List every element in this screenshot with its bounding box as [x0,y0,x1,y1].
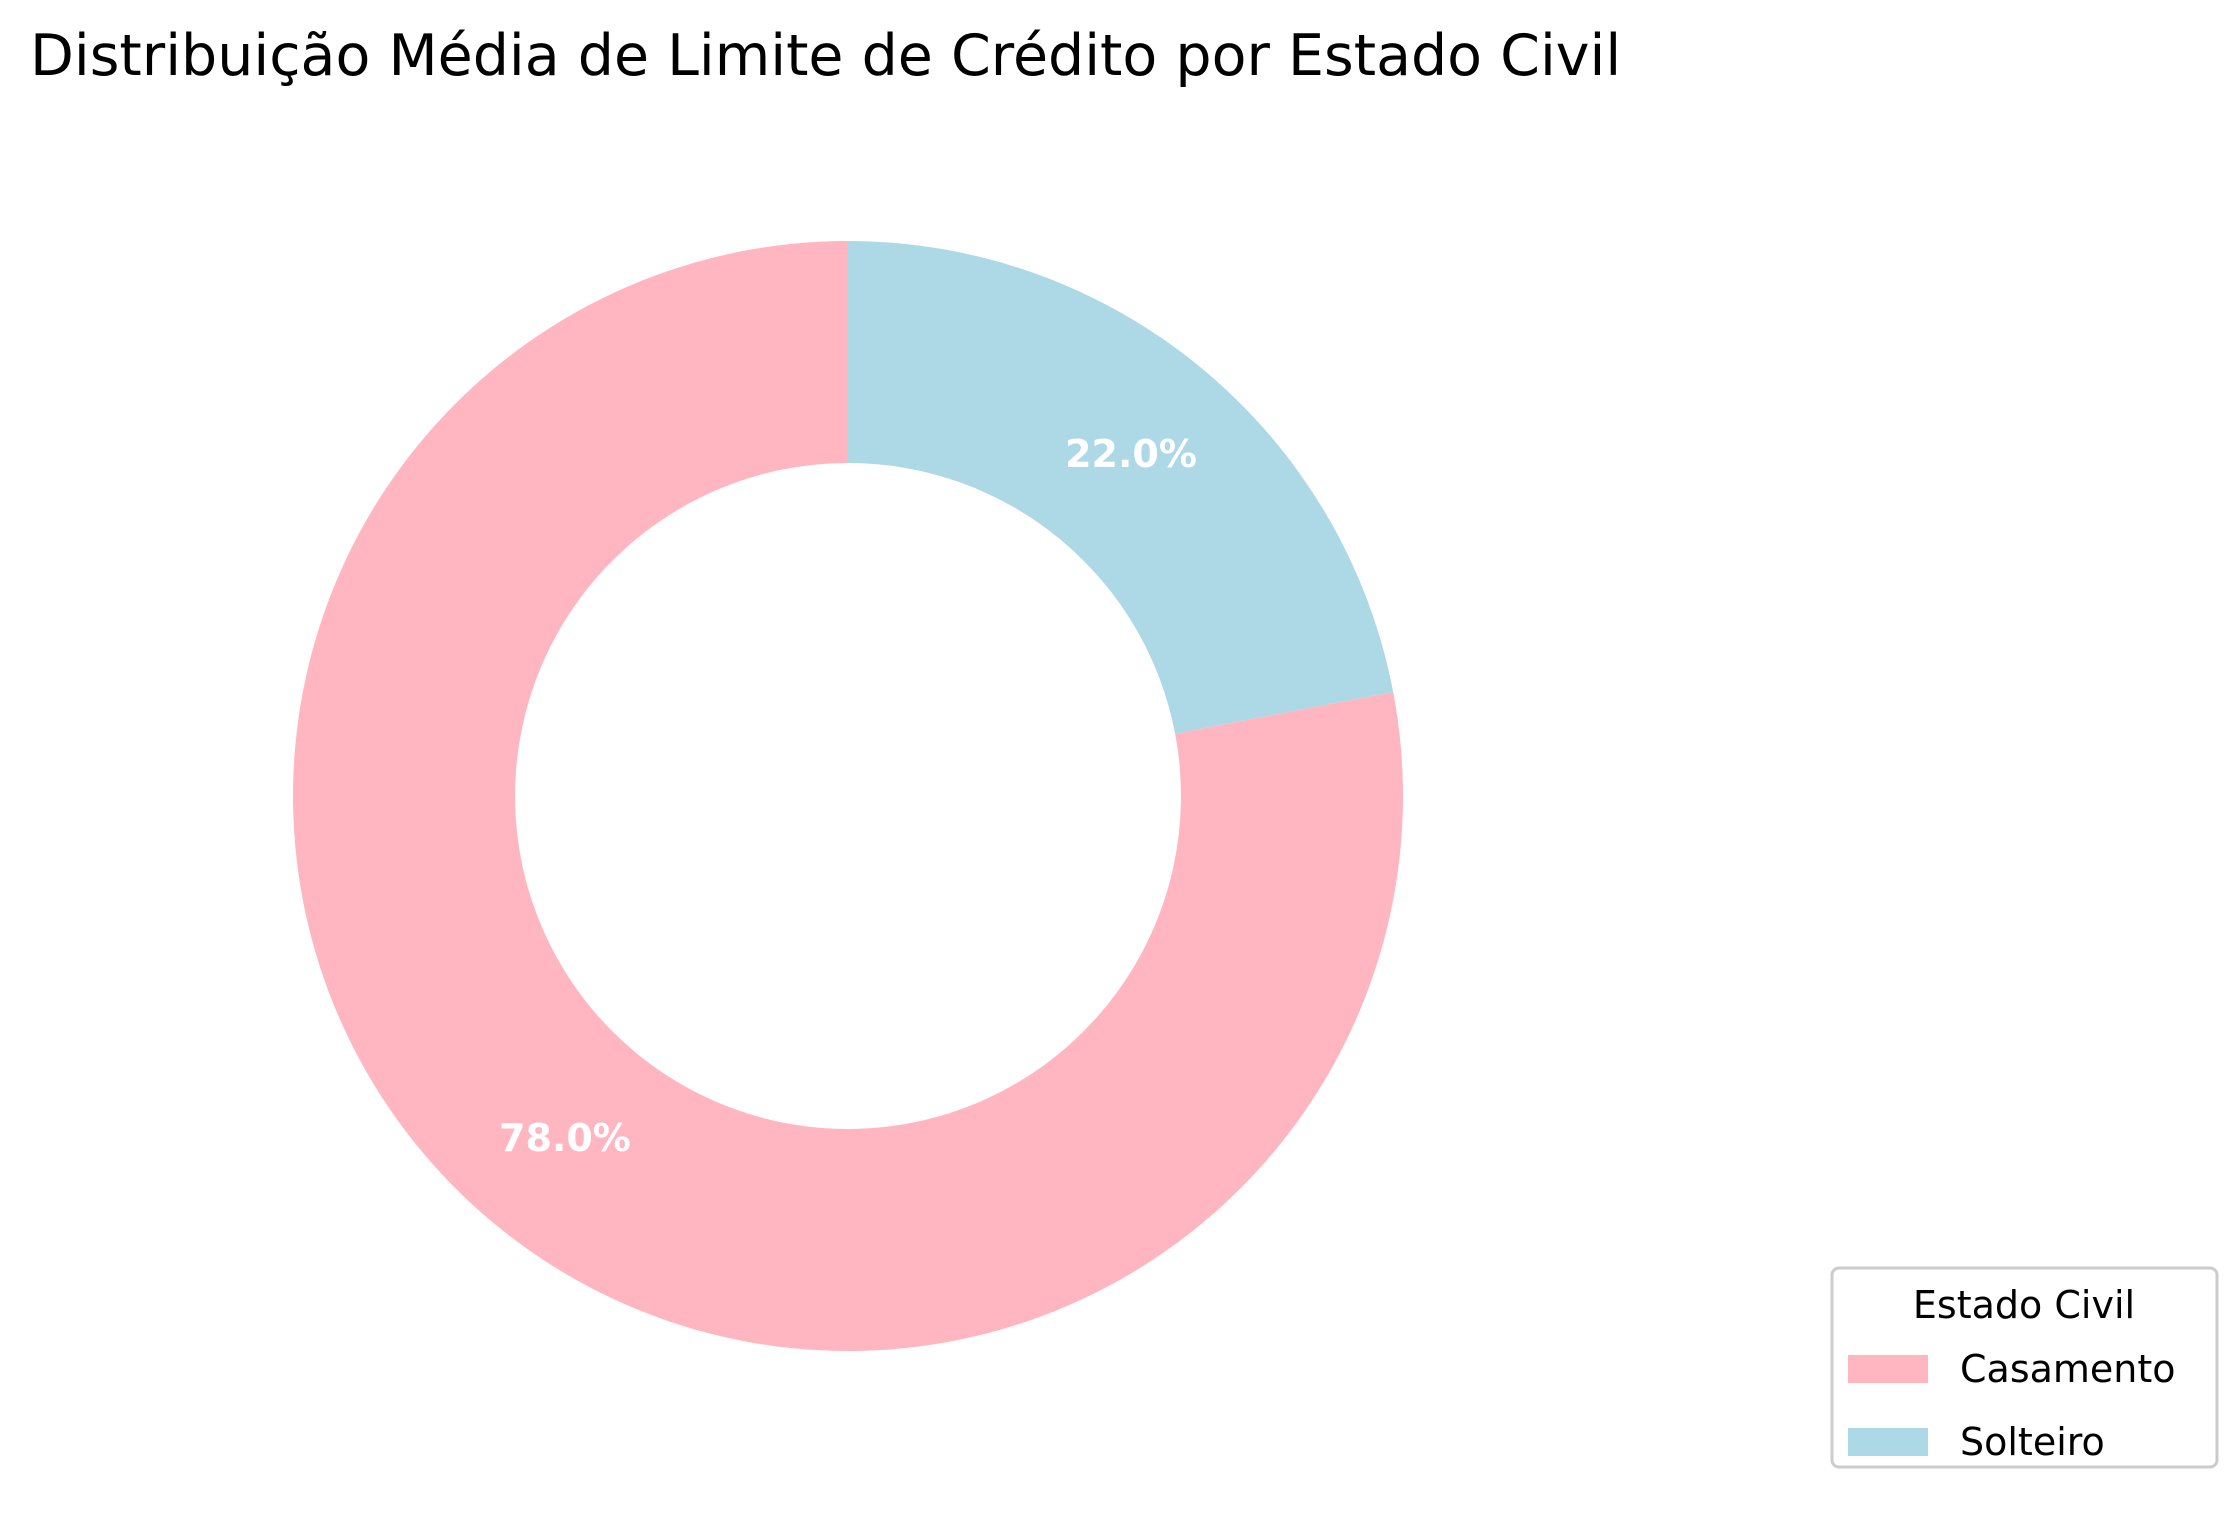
legend-items: Casamento Solteiro [1848,1347,2176,1464]
legend-label-solteiro: Solteiro [1960,1420,2105,1464]
slice-label-casamento: 78.0% [499,1116,631,1160]
chart-title: Distribuição Média de Limite de Crédito … [30,23,1621,89]
slice-casamento [293,241,1403,1352]
legend-title: Estado Civil [1913,1283,2135,1327]
slice-solteiro [848,241,1394,734]
slice-labels: 78.0% 22.0% [499,432,1197,1160]
legend-label-casamento: Casamento [1960,1347,2176,1391]
donut-slices [293,241,1403,1352]
legend-frame [1830,1266,2219,1469]
legend: Estado Civil Casamento Solteiro [1830,1266,2219,1469]
slice-label-solteiro: 22.0% [1065,432,1197,476]
legend-swatch-casamento [1848,1355,1928,1383]
legend-swatch-solteiro [1848,1428,1928,1456]
